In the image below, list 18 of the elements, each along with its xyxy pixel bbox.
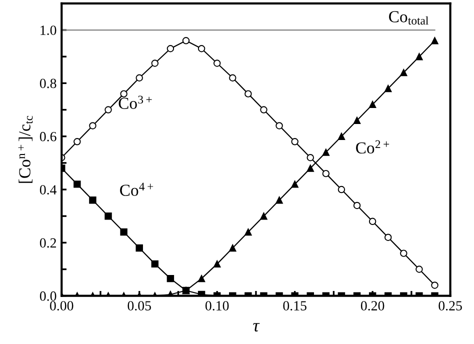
x-axis-title: τ [253,323,260,332]
x-tick-label: 0.10 [205,301,229,311]
series-label: Co$^{3+}$ [118,96,152,109]
y-tick-label: 1.0 [40,26,56,36]
y-axis-title: [Co$^{n+}$]/c$_{tc}$ [18,116,33,183]
y-tick-label: 0.0 [40,291,56,301]
x-tick-label: 0.15 [283,301,306,311]
x-tick-label: 0.20 [360,301,384,311]
series-label: Co$_{total}$ [389,11,428,25]
x-tick-label: 0.25 [438,301,462,311]
y-tick-label: 0.2 [40,238,56,248]
series-label: Co$^{4+}$ [120,182,154,196]
y-tick-label: 0.4 [40,185,57,195]
y-tick-label: 0.6 [40,132,56,142]
x-tick-label: 0.00 [50,301,74,311]
y-tick-label: 0.8 [40,78,56,88]
x-tick-label: 0.05 [128,301,151,311]
series-label: Co$^{2+}$ [356,140,390,154]
